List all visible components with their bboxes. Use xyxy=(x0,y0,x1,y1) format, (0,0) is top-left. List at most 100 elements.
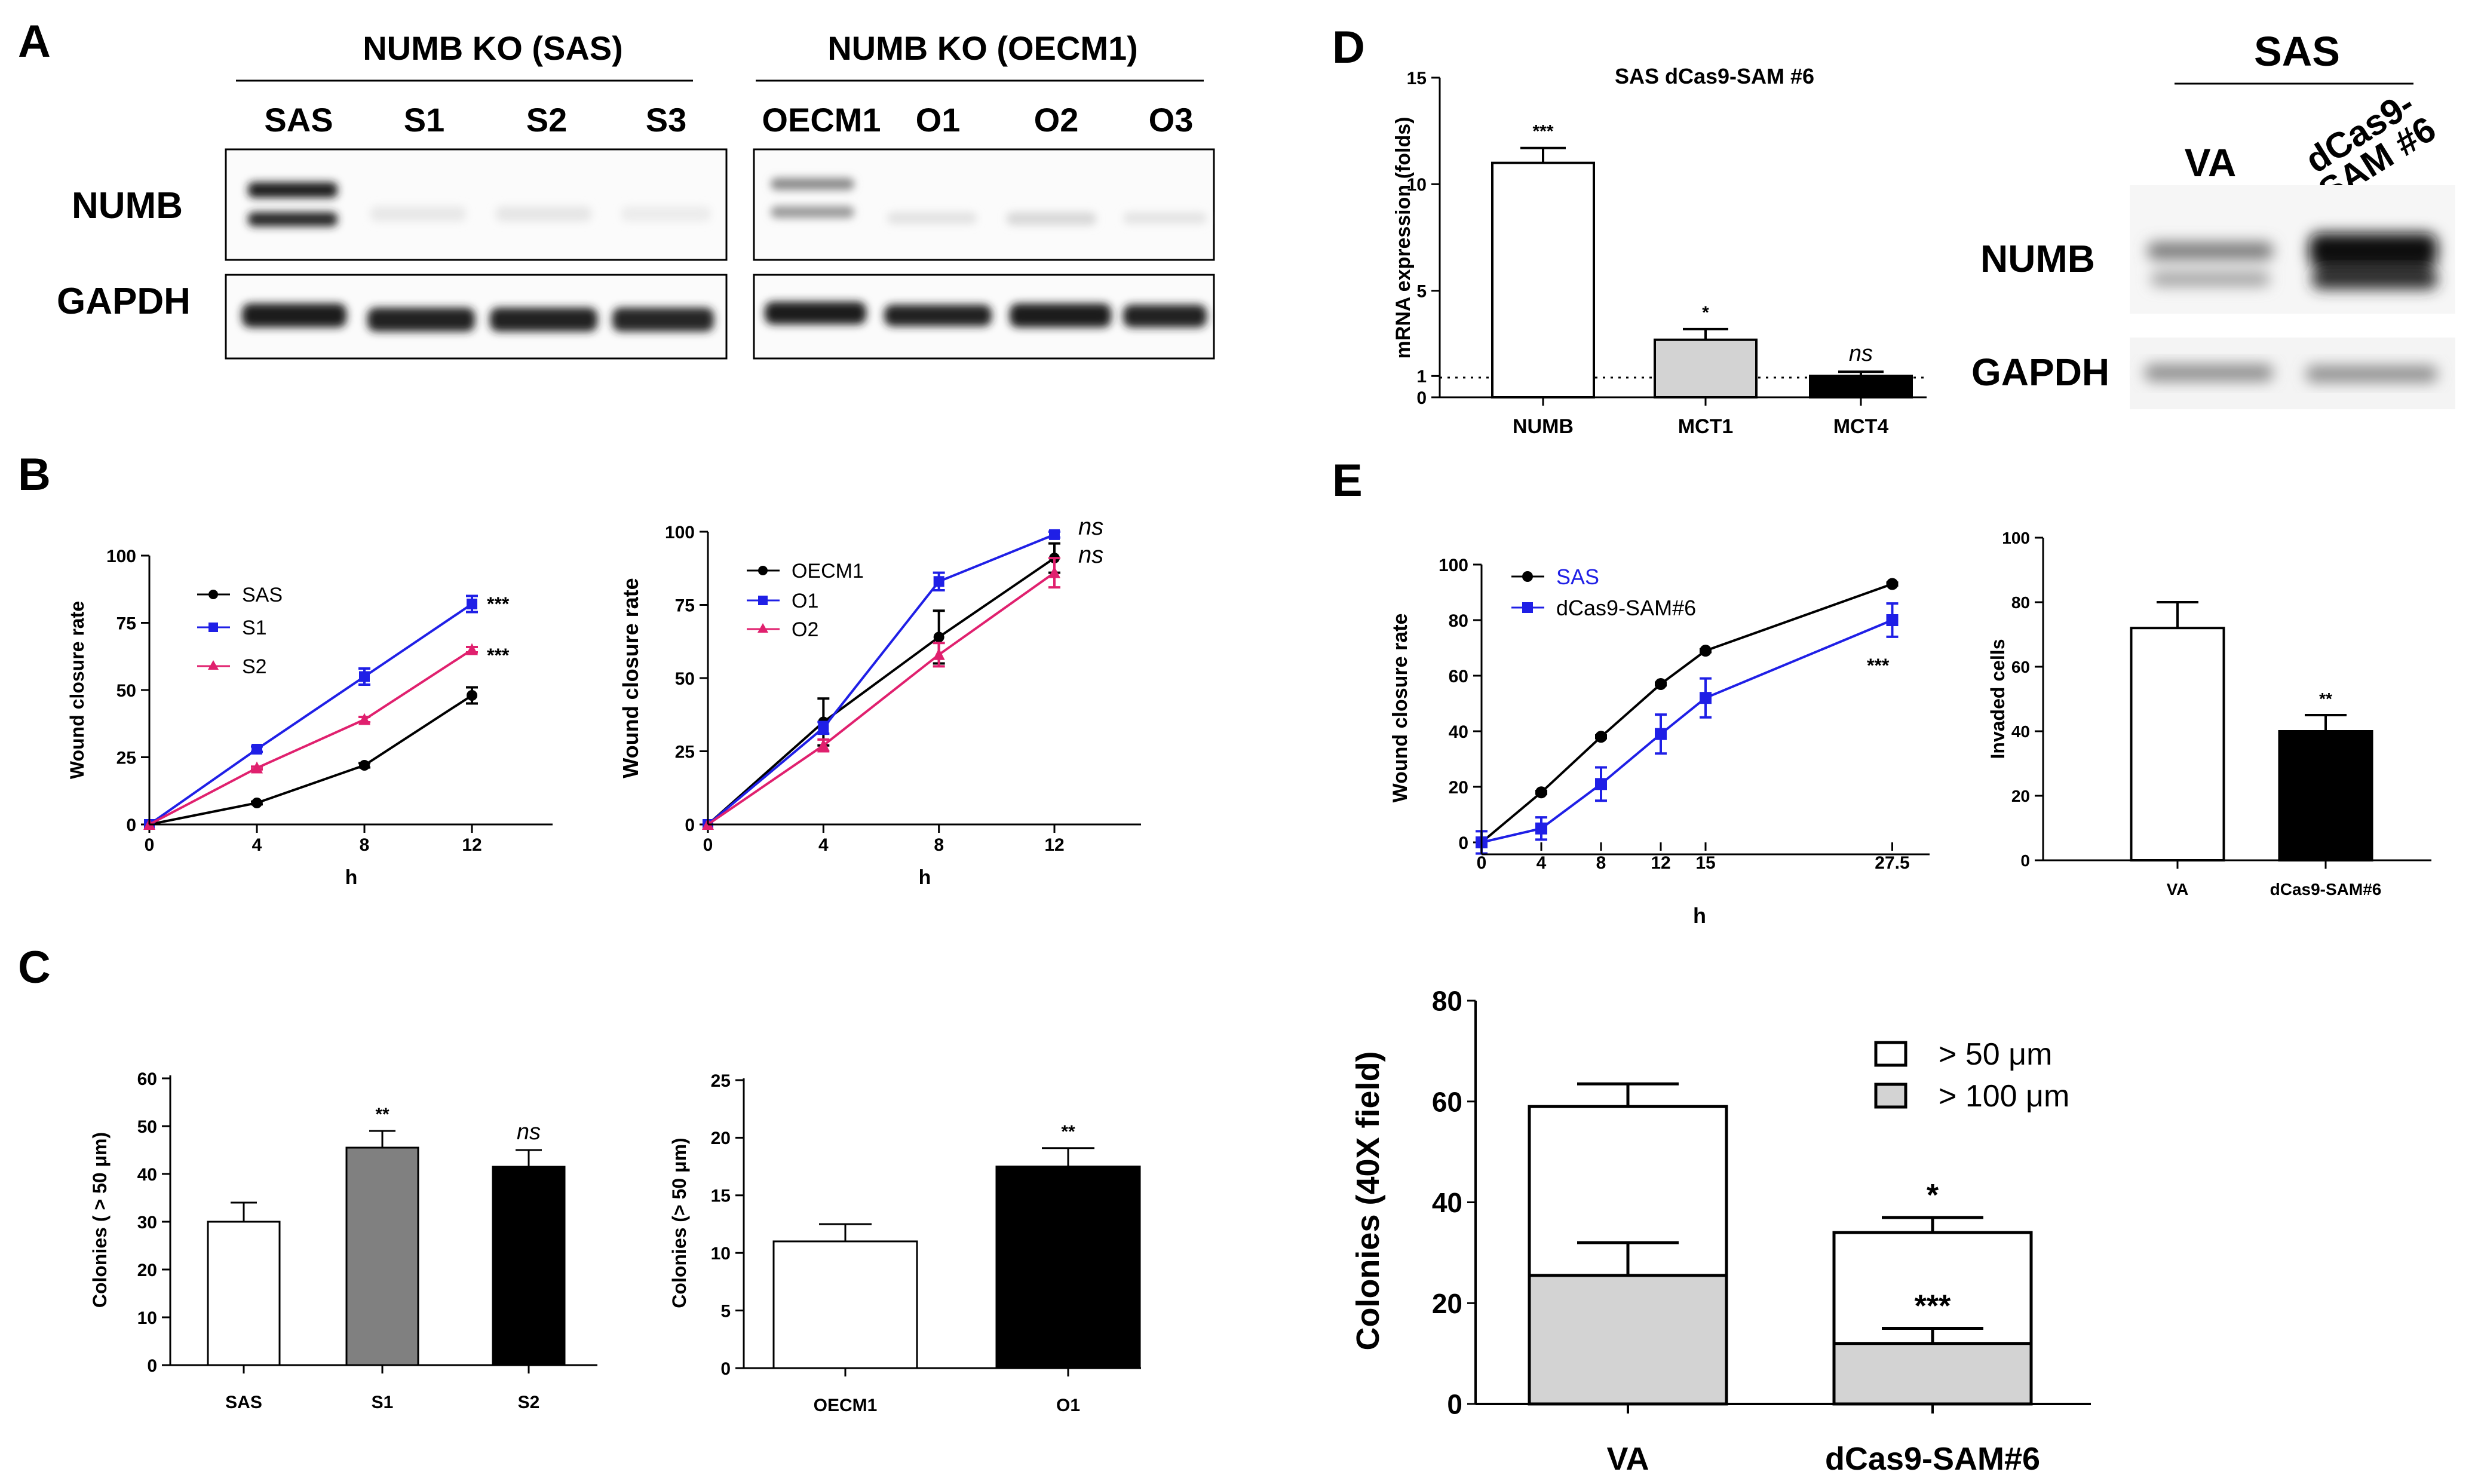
chart-e1-ytick-label-3: 60 xyxy=(1449,667,1468,686)
chart-e2-ytick-label-5: 100 xyxy=(2002,529,2030,547)
chart-e1-xtick-label-2: 8 xyxy=(1596,853,1606,873)
chart-e3-legend-label-0: > 50 μm xyxy=(1939,1037,2052,1072)
chart-d1-bar-1 xyxy=(1654,338,1758,399)
chart-b2-series-line-1 xyxy=(707,533,1055,826)
blot-a-numb-bands1 xyxy=(248,182,711,226)
chart-b2-ytick-label-1: 25 xyxy=(675,742,695,762)
chart-b2-point-1-1 xyxy=(818,722,829,734)
panel-letter-c: C xyxy=(18,942,51,993)
chart-e3-bars: VA****dCas9-SAM#6 xyxy=(1528,1082,2040,1477)
chart-e3-sig-label-1-1: *** xyxy=(1915,1289,1951,1323)
chart-b1-annot-0: *** xyxy=(487,593,510,615)
chart-e1-point-0-4 xyxy=(1700,645,1712,657)
chart-e2-bars: VA dCas9-SAM#6 ** xyxy=(2130,601,2381,899)
chart-e2: 0 20 40 60 80 100 VA dCas9-SAM#6 ** Invaded cel… xyxy=(1987,529,2431,899)
chart-b2-ytick-label-2: 50 xyxy=(675,669,695,689)
blot-a-lane-s3: S3 xyxy=(646,101,687,139)
chart-e1-annot-0: *** xyxy=(1867,655,1890,676)
blot-a: NUMB KO (SAS) NUMB KO (OECM1) SAS S1 S2 … xyxy=(57,29,1215,360)
chart-b1-ylabel: Wound closure rate xyxy=(66,601,88,779)
chart-b2-point-1-2 xyxy=(933,576,944,587)
chart-b2-ytick-label-4: 100 xyxy=(665,523,695,542)
chart-b2-legend-marker-2 xyxy=(757,623,768,633)
chart-b1-series-line-1 xyxy=(148,603,473,826)
chart-b1-series xyxy=(143,594,478,830)
chart-c2-ytick-label-4: 20 xyxy=(711,1129,731,1148)
blot-a-gapdh-bands2 xyxy=(765,302,1207,327)
chart-e2-ytick-label-0: 0 xyxy=(2020,851,2030,870)
blot-a-group2-label: NUMB KO (OECM1) xyxy=(827,29,1138,67)
chart-b2-ylabel: Wound closure rate xyxy=(618,578,643,778)
chart-e2-bar-1 xyxy=(2278,730,2373,861)
chart-d1-sig-label-0: *** xyxy=(1532,122,1553,142)
chart-b1-ytick-label-2: 50 xyxy=(116,681,136,701)
chart-c1-sig-label-1: ** xyxy=(375,1105,390,1124)
chart-c2-ytick-label-0: 0 xyxy=(720,1359,731,1379)
chart-e1-ytick-label-5: 100 xyxy=(1439,556,1468,575)
blot-d-header: SAS xyxy=(2254,28,2340,75)
chart-b1-point-2-3 xyxy=(466,643,478,655)
chart-e3-bar-1-1 xyxy=(1832,1342,2033,1406)
chart-b2-series xyxy=(702,529,1060,830)
chart-b1-xtick-label-1: 4 xyxy=(252,835,262,855)
chart-d1-ytick-label-1: 1 xyxy=(1416,367,1427,387)
chart-e1-point-0-2 xyxy=(1595,731,1607,743)
chart-e1-legend: SAS dCas9-SAM#6 xyxy=(1511,565,1696,620)
chart-d1-ylabel: mRNA expression (folds) xyxy=(1392,117,1415,359)
blot-a-row-numb: NUMB xyxy=(72,185,183,226)
chart-d1-ytick-label-0: 0 xyxy=(1416,388,1427,408)
chart-b1-point-0-3 xyxy=(467,690,477,701)
blot-d: SAS VA dCas9- SAM #6 NUMB GAPDH xyxy=(1971,28,2455,409)
chart-b2-yticks: 0 25 50 75 100 xyxy=(665,523,708,835)
chart-e3-legend-swatch-1 xyxy=(1874,1083,1907,1109)
chart-b2-xlabel: h xyxy=(919,866,931,889)
chart-b2-annot-0: ns xyxy=(1078,514,1103,540)
chart-b2-point-2-3 xyxy=(1048,566,1060,578)
chart-d1-title: SAS dCas9-SAM #6 xyxy=(1615,64,1814,88)
chart-b2-ytick-label-3: 75 xyxy=(675,596,695,615)
chart-e2-sig-label-1: ** xyxy=(2319,689,2332,708)
chart-c2-bars: OECM1 O1 ** xyxy=(772,1122,1141,1415)
chart-b2-legend: OECM1 O1 O2 xyxy=(747,560,864,641)
chart-e1-ylabel: Wound closure rate xyxy=(1389,614,1412,803)
chart-e3-category-label-0: VA xyxy=(1606,1441,1649,1477)
blot-a-lane-o3: O3 xyxy=(1149,101,1194,139)
chart-b1-legend-label-0: SAS xyxy=(242,584,283,606)
chart-c1-ytick-label-6: 60 xyxy=(137,1069,157,1089)
chart-b2-point-1-3 xyxy=(1049,529,1060,540)
chart-e1-legend-label-0: SAS xyxy=(1556,565,1599,589)
blot-d-row-gapdh: GAPDH xyxy=(1971,351,2109,394)
chart-b2-point-0-2 xyxy=(933,631,944,643)
chart-b2-xtick-label-1: 4 xyxy=(818,835,829,855)
chart-e3-sig-label-0-1: * xyxy=(1927,1178,1939,1213)
chart-c2-category-label-1: O1 xyxy=(1056,1396,1080,1415)
chart-b2-xtick-label-2: 8 xyxy=(934,835,944,855)
chart-d1-ytick-label-4: 15 xyxy=(1407,69,1427,88)
chart-b1-annot-1: *** xyxy=(487,645,510,666)
chart-c1: 0 10 20 30 40 50 60 SAS S1 ** S2 ns Colonies ( > 5… xyxy=(89,1069,597,1412)
chart-e1-xtick-label-3: 12 xyxy=(1651,853,1670,873)
chart-c2-ytick-label-3: 15 xyxy=(711,1186,731,1206)
chart-e1-point-1-3 xyxy=(1655,728,1667,740)
chart-b1-ytick-label-0: 0 xyxy=(126,815,136,835)
chart-b2-legend-marker-1 xyxy=(758,596,768,605)
chart-b1-legend-marker-2 xyxy=(208,660,219,670)
blot-a-row-gapdh: GAPDH xyxy=(57,281,191,322)
chart-d1-bar-0 xyxy=(1491,161,1595,398)
chart-d1-bars: NUMB *** MCT1 * MCT4 ns xyxy=(1491,122,1913,438)
chart-b1-legend: SAS S1 S2 xyxy=(197,584,283,678)
chart-e2-bar-0 xyxy=(2130,627,2225,861)
chart-c2-bar-0 xyxy=(772,1240,918,1369)
chart-e1-legend-marker-0 xyxy=(1522,571,1533,582)
chart-b2-legend-label-0: OECM1 xyxy=(792,560,864,582)
chart-c2-ytick-label-1: 5 xyxy=(720,1301,731,1321)
chart-e2-ytick-label-1: 20 xyxy=(2011,787,2030,805)
panel-letter-a: A xyxy=(18,16,51,67)
chart-c1-bar-0 xyxy=(207,1221,281,1366)
chart-e3-ytick-label-3: 60 xyxy=(1432,1086,1462,1117)
chart-e3-bar-1-0 xyxy=(1528,1274,1728,1406)
chart-e1-point-0-5 xyxy=(1886,578,1899,590)
chart-c1-ytick-label-1: 10 xyxy=(137,1308,157,1328)
chart-c2-ytick-label-2: 10 xyxy=(711,1244,731,1264)
